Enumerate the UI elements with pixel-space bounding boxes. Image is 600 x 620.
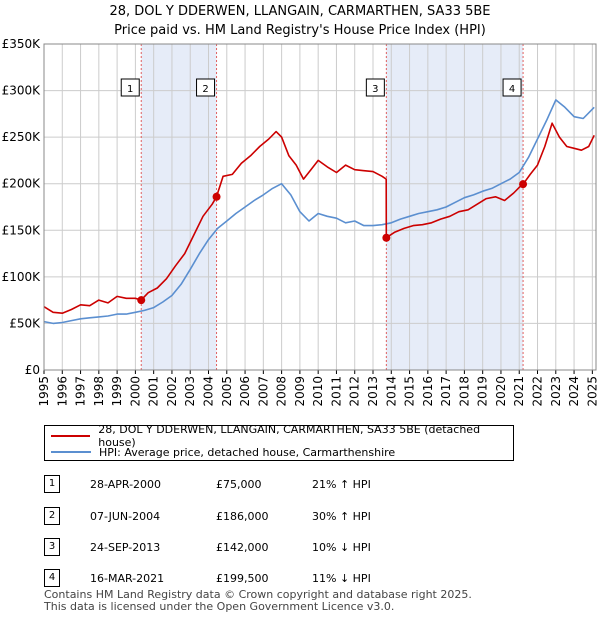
plot-frame [43, 43, 597, 371]
x-tick-label: 2004 [202, 376, 216, 407]
y-tick-label: £300K [2, 84, 42, 98]
x-tick-label: 2021 [512, 376, 526, 407]
sale-hpi: 30% ↑ HPI [312, 510, 371, 523]
x-tick-label: 1995 [37, 376, 51, 407]
sale-price: £75,000 [216, 478, 262, 491]
footer-line-2: This data is licensed under the Open Gov… [44, 600, 395, 613]
sale-point [137, 296, 146, 305]
title-line-2: Price paid vs. HM Land Registry's House … [114, 23, 486, 38]
y-tick-label: £100K [2, 270, 42, 284]
sale-price: £199,500 [216, 572, 269, 585]
sale-point [519, 180, 528, 189]
title-line-1: 28, DOL Y DDERWEN, LLANGAIN, CARMARTHEN,… [109, 4, 491, 19]
price-chart: £0 £50K £100K £150K £200K £250K £300K £350K 1995… [2, 37, 600, 407]
sale-label-number: 1 [127, 84, 133, 95]
x-tick-label: 1996 [55, 376, 69, 407]
sale-number: 1 [44, 475, 60, 493]
x-tick-label: 2025 [585, 376, 599, 407]
y-tick-label: £200K [2, 177, 42, 191]
sale-hpi: 21% ↑ HPI [312, 478, 371, 491]
legend-label-property: 28, DOL Y DDERWEN, LLANGAIN, CARMARTHEN,… [98, 423, 481, 449]
y-tick-label: £50K [9, 316, 41, 330]
sale-date: 16-MAR-2021 [90, 572, 165, 585]
x-tick-label: 2006 [238, 376, 252, 407]
x-tick-label: 1997 [74, 376, 88, 407]
sale-number: 3 [44, 538, 60, 556]
footer-note: Contains HM Land Registry data © Crown c… [44, 589, 472, 613]
x-tick-label: 2005 [220, 376, 234, 407]
sale-price: £186,000 [216, 510, 269, 523]
legend-swatch-hpi [51, 451, 91, 453]
x-tick-label: 2014 [384, 376, 398, 407]
x-tick-label: 2002 [165, 376, 179, 407]
x-tick-label: 2008 [275, 376, 289, 407]
x-tick-label: 2010 [311, 376, 325, 407]
x-tick-label: 2024 [567, 376, 581, 407]
x-tick-label: 2020 [494, 376, 508, 407]
legend: 28, DOL Y DDERWEN, LLANGAIN, CARMARTHEN,… [44, 423, 514, 461]
x-tick-label: 2017 [439, 376, 453, 407]
sale-row: 1 28-APR-2000 £75,000 21% ↑ HPI [44, 475, 564, 495]
x-tick-label: 2000 [128, 376, 142, 407]
sale-label-box [120, 78, 140, 97]
legend-label-hpi: HPI: Average price, detached house, Carm… [99, 445, 396, 459]
sale-label-box [502, 78, 522, 97]
x-tick-label: 2018 [457, 376, 471, 407]
y-tick-label: £0 [25, 363, 40, 377]
sale-row: 4 16-MAR-2021 £199,500 11% ↓ HPI [44, 569, 564, 589]
sale-label-box [196, 78, 216, 97]
x-tick-label: 2011 [329, 376, 343, 407]
sale-date: 28-APR-2000 [90, 478, 162, 491]
sale-row: 3 24-SEP-2013 £142,000 10% ↓ HPI [44, 538, 564, 558]
x-tick-label: 2022 [531, 376, 545, 407]
y-tick-label: £150K [2, 223, 42, 237]
legend-item-hpi: HPI: Average price, detached house, Carm… [51, 444, 395, 460]
sale-number: 2 [44, 507, 60, 525]
x-tick-label: 2013 [366, 376, 380, 407]
footer-line-1: Contains HM Land Registry data © Crown c… [44, 588, 472, 601]
hpi-line [43, 99, 595, 325]
sale-price: £142,000 [216, 541, 269, 554]
sale-point [382, 233, 391, 242]
shaded-period [386, 44, 524, 370]
sale-date: 24-SEP-2013 [90, 541, 161, 554]
x-tick-label: 2023 [549, 376, 563, 407]
x-tick-label: 2016 [421, 376, 435, 407]
y-tick-label: £250K [2, 130, 42, 144]
x-tick-label: 2003 [183, 376, 197, 407]
legend-swatch-property [51, 435, 91, 437]
sale-row: 2 07-JUN-2004 £186,000 30% ↑ HPI [44, 507, 564, 527]
chart-title: 28, DOL Y DDERWEN, LLANGAIN, CARMARTHEN,… [0, 2, 600, 40]
sale-point [212, 192, 221, 201]
x-tick-label: 2001 [147, 376, 161, 407]
sale-hpi: 10% ↓ HPI [312, 541, 371, 554]
x-tick-label: 2019 [476, 376, 490, 407]
x-tick-label: 2007 [256, 376, 270, 407]
sale-label-number: 3 [372, 84, 378, 95]
x-tick-label: 2012 [348, 376, 362, 407]
y-tick-label: £350K [2, 37, 42, 51]
x-tick-label: 2015 [403, 376, 417, 407]
sale-date: 07-JUN-2004 [90, 510, 161, 523]
sale-label-number: 2 [202, 84, 208, 95]
x-tick-label: 1999 [110, 376, 124, 407]
sale-label-number: 4 [509, 84, 515, 95]
x-tick-label: 2009 [293, 376, 307, 407]
sale-hpi: 11% ↓ HPI [312, 572, 371, 585]
x-tick-label: 1998 [92, 376, 106, 407]
legend-item-property: 28, DOL Y DDERWEN, LLANGAIN, CARMARTHEN,… [51, 423, 513, 449]
sale-number: 4 [44, 569, 60, 587]
sale-label-box [365, 78, 385, 97]
